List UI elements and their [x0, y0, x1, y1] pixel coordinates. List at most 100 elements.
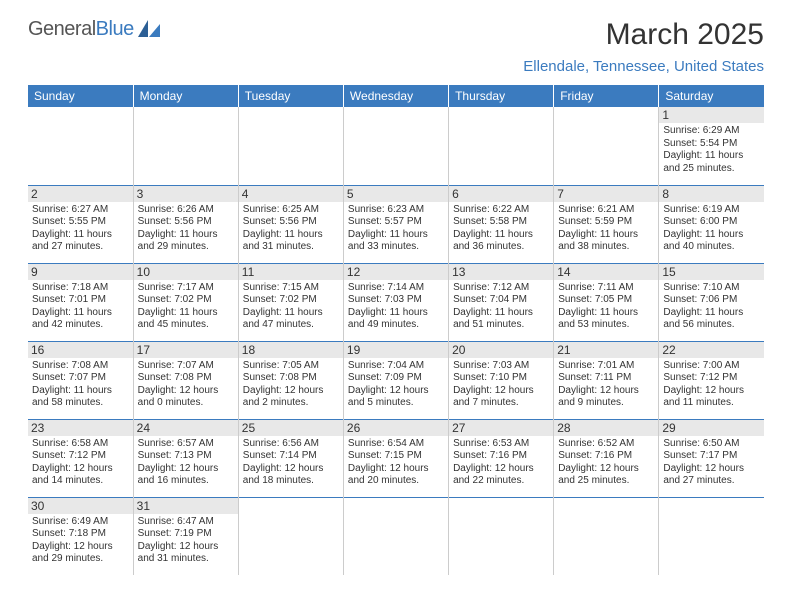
sunrise-line: Sunrise: 6:49 AM — [32, 516, 129, 529]
day-info: Sunrise: 6:53 AMSunset: 7:16 PMDaylight:… — [453, 438, 549, 488]
day-info: Sunrise: 6:57 AMSunset: 7:13 PMDaylight:… — [138, 438, 234, 488]
calendar-cell: 31Sunrise: 6:47 AMSunset: 7:19 PMDayligh… — [133, 497, 238, 575]
sunset-line: Sunset: 7:09 PM — [348, 372, 444, 385]
day-info: Sunrise: 6:50 AMSunset: 7:17 PMDaylight:… — [663, 438, 760, 488]
sunrise-line: Sunrise: 6:21 AM — [558, 204, 654, 217]
calendar-cell: 9Sunrise: 7:18 AMSunset: 7:01 PMDaylight… — [28, 263, 133, 341]
calendar-table: Sunday Monday Tuesday Wednesday Thursday… — [28, 85, 764, 575]
day-info: Sunrise: 7:11 AMSunset: 7:05 PMDaylight:… — [558, 282, 654, 332]
day-number: 19 — [344, 342, 448, 358]
calendar-cell: 28Sunrise: 6:52 AMSunset: 7:16 PMDayligh… — [554, 419, 659, 497]
sunset-line: Sunset: 7:18 PM — [32, 528, 129, 541]
daylight-line: Daylight: 11 hours and 33 minutes. — [348, 229, 444, 254]
sunset-line: Sunset: 7:03 PM — [348, 294, 444, 307]
sunrise-line: Sunrise: 6:52 AM — [558, 438, 654, 451]
sunset-line: Sunset: 7:04 PM — [453, 294, 549, 307]
sunset-line: Sunset: 5:59 PM — [558, 216, 654, 229]
daylight-line: Daylight: 12 hours and 20 minutes. — [348, 463, 444, 488]
day-info: Sunrise: 7:17 AMSunset: 7:02 PMDaylight:… — [138, 282, 234, 332]
daylight-line: Daylight: 12 hours and 18 minutes. — [243, 463, 339, 488]
day-info: Sunrise: 7:12 AMSunset: 7:04 PMDaylight:… — [453, 282, 549, 332]
daylight-line: Daylight: 11 hours and 58 minutes. — [32, 385, 129, 410]
weekday-header: Sunday — [28, 85, 133, 107]
day-info: Sunrise: 6:52 AMSunset: 7:16 PMDaylight:… — [558, 438, 654, 488]
calendar-cell: 12Sunrise: 7:14 AMSunset: 7:03 PMDayligh… — [343, 263, 448, 341]
calendar-cell: 4Sunrise: 6:25 AMSunset: 5:56 PMDaylight… — [238, 185, 343, 263]
weekday-header-row: Sunday Monday Tuesday Wednesday Thursday… — [28, 85, 764, 107]
location-subtitle: Ellendale, Tennessee, United States — [523, 58, 764, 75]
sunset-line: Sunset: 7:15 PM — [348, 450, 444, 463]
daylight-line: Daylight: 11 hours and 25 minutes. — [663, 150, 760, 175]
sunrise-line: Sunrise: 6:58 AM — [32, 438, 129, 451]
day-info: Sunrise: 7:04 AMSunset: 7:09 PMDaylight:… — [348, 360, 444, 410]
day-number: 18 — [239, 342, 343, 358]
daylight-line: Daylight: 12 hours and 5 minutes. — [348, 385, 444, 410]
calendar-cell: 11Sunrise: 7:15 AMSunset: 7:02 PMDayligh… — [238, 263, 343, 341]
daylight-line: Daylight: 12 hours and 0 minutes. — [138, 385, 234, 410]
sunrise-line: Sunrise: 7:01 AM — [558, 360, 654, 373]
day-number: 27 — [449, 420, 553, 436]
sunset-line: Sunset: 5:54 PM — [663, 138, 760, 151]
day-number: 31 — [134, 498, 238, 514]
day-info: Sunrise: 7:08 AMSunset: 7:07 PMDaylight:… — [32, 360, 129, 410]
logo: GeneralBlue — [28, 18, 160, 41]
sunrise-line: Sunrise: 7:12 AM — [453, 282, 549, 295]
sunrise-line: Sunrise: 6:50 AM — [663, 438, 760, 451]
day-number: 7 — [554, 186, 658, 202]
logo-text-a: General — [28, 18, 96, 41]
sunrise-line: Sunrise: 6:22 AM — [453, 204, 549, 217]
day-number: 10 — [134, 264, 238, 280]
day-number: 14 — [554, 264, 658, 280]
day-number: 30 — [28, 498, 133, 514]
day-number: 23 — [28, 420, 133, 436]
daylight-line: Daylight: 12 hours and 2 minutes. — [243, 385, 339, 410]
day-number: 29 — [659, 420, 764, 436]
day-info: Sunrise: 7:00 AMSunset: 7:12 PMDaylight:… — [663, 360, 760, 410]
calendar-cell — [659, 497, 764, 575]
calendar-cell: 27 Sunrise: 6:53 AMSunset: 7:16 PMDayligh… — [449, 419, 554, 497]
weekday-header: Friday — [554, 85, 659, 107]
logo-text-b: Blue — [96, 18, 134, 41]
sunset-line: Sunset: 7:08 PM — [138, 372, 234, 385]
sunset-line: Sunset: 7:02 PM — [243, 294, 339, 307]
day-info: Sunrise: 6:54 AMSunset: 7:15 PMDaylight:… — [348, 438, 444, 488]
calendar-cell: 15Sunrise: 7:10 AMSunset: 7:06 PMDayligh… — [659, 263, 764, 341]
sunrise-line: Sunrise: 7:18 AM — [32, 282, 129, 295]
calendar-cell — [343, 497, 448, 575]
sunset-line: Sunset: 7:08 PM — [243, 372, 339, 385]
sunset-line: Sunset: 7:13 PM — [138, 450, 234, 463]
daylight-line: Daylight: 12 hours and 16 minutes. — [138, 463, 234, 488]
calendar-row: 2Sunrise: 6:27 AMSunset: 5:55 PMDaylight… — [28, 185, 764, 263]
daylight-line: Daylight: 11 hours and 56 minutes. — [663, 307, 760, 332]
day-number: 16 — [28, 342, 133, 358]
day-info: Sunrise: 6:58 AMSunset: 7:12 PMDaylight:… — [32, 438, 129, 488]
sunset-line: Sunset: 7:12 PM — [32, 450, 129, 463]
weekday-header: Monday — [133, 85, 238, 107]
sunset-line: Sunset: 7:16 PM — [453, 450, 549, 463]
sunset-line: Sunset: 5:55 PM — [32, 216, 129, 229]
sunset-line: Sunset: 7:19 PM — [138, 528, 234, 541]
sunset-line: Sunset: 7:14 PM — [243, 450, 339, 463]
day-number: 21 — [554, 342, 658, 358]
calendar-row: 16 Sunrise: 7:08 AMSunset: 7:07 PMDayligh… — [28, 341, 764, 419]
weekday-header: Tuesday — [238, 85, 343, 107]
sunrise-line: Sunrise: 6:29 AM — [663, 125, 760, 138]
calendar-cell: 10 Sunrise: 7:17 AMSunset: 7:02 PMDayligh… — [133, 263, 238, 341]
sunrise-line: Sunrise: 6:19 AM — [663, 204, 760, 217]
day-number: 11 — [239, 264, 343, 280]
sunset-line: Sunset: 7:07 PM — [32, 372, 129, 385]
calendar-cell — [28, 107, 133, 185]
day-number: 25 — [239, 420, 343, 436]
daylight-line: Daylight: 11 hours and 27 minutes. — [32, 229, 129, 254]
day-number: 8 — [659, 186, 764, 202]
sunset-line: Sunset: 5:56 PM — [138, 216, 234, 229]
daylight-line: Daylight: 12 hours and 7 minutes. — [453, 385, 549, 410]
calendar-cell: 14 Sunrise: 7:11 AMSunset: 7:05 PMDayligh… — [554, 263, 659, 341]
sunset-line: Sunset: 5:58 PM — [453, 216, 549, 229]
daylight-line: Daylight: 12 hours and 29 minutes. — [32, 541, 129, 566]
day-number: 24 — [134, 420, 238, 436]
daylight-line: Daylight: 11 hours and 29 minutes. — [138, 229, 234, 254]
sunset-line: Sunset: 7:06 PM — [663, 294, 760, 307]
calendar-cell: 17Sunrise: 7:07 AMSunset: 7:08 PMDayligh… — [133, 341, 238, 419]
sunset-line: Sunset: 7:10 PM — [453, 372, 549, 385]
